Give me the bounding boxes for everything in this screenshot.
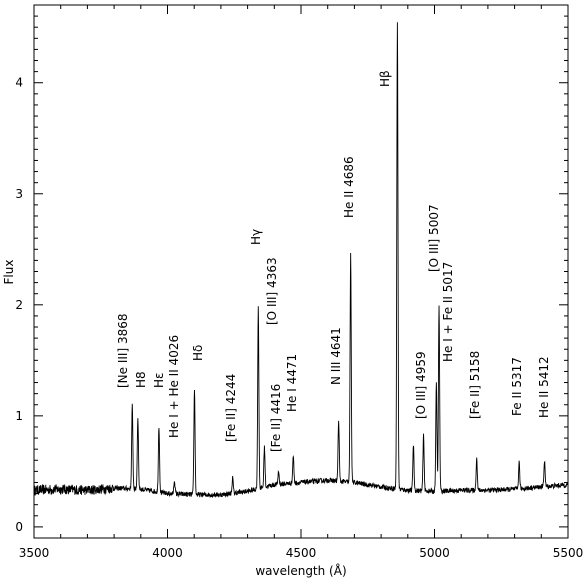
x-tick-label: 5000 xyxy=(419,546,450,560)
line-annotations: [Ne III] 3868 H8 Hε He I + He II 4026 Hδ [Fe … xyxy=(116,70,551,452)
line-label: He I + Fe II 5017 xyxy=(441,262,455,362)
line-label: He II 5412 xyxy=(537,356,551,418)
line-label: Hδ xyxy=(191,345,205,361)
plot-frame xyxy=(33,4,569,539)
x-tick-label: 4000 xyxy=(152,546,183,560)
line-label: H8 xyxy=(134,371,148,388)
y-tick-label: 2 xyxy=(15,298,23,312)
line-label: [O III] 4363 xyxy=(265,257,279,325)
line-label: Hε xyxy=(152,372,166,388)
y-axis-ticks: 0 1 2 3 4 xyxy=(15,15,568,539)
x-axis-ticks: 3500 4000 4500 5000 5500 xyxy=(19,5,584,560)
y-tick-label: 0 xyxy=(15,520,23,534)
line-label: [Fe II] 4244 xyxy=(224,374,238,442)
line-label: [Ne III] 3868 xyxy=(116,313,130,388)
line-label: [O III] 4959 xyxy=(414,351,428,419)
line-label: Hβ xyxy=(378,70,392,87)
y-tick-label: 4 xyxy=(15,76,23,90)
line-label: He II 4686 xyxy=(342,156,356,218)
x-tick-label: 3500 xyxy=(19,546,50,560)
spectrum-line xyxy=(33,22,569,499)
line-label: Fe II 5317 xyxy=(510,357,524,416)
x-tick-label: 5500 xyxy=(553,546,584,560)
line-label: [Fe II] 4416 xyxy=(269,384,283,452)
line-label: He I 4471 xyxy=(285,354,299,412)
line-label: Hγ xyxy=(249,229,263,245)
line-label: [Fe II] 5158 xyxy=(468,351,482,419)
y-axis-title: Flux xyxy=(2,260,16,285)
y-tick-label: 3 xyxy=(15,187,23,201)
x-tick-label: 4500 xyxy=(286,546,317,560)
line-label: [O III] 5007 xyxy=(427,204,441,272)
x-axis-title: wavelength (Å) xyxy=(255,563,346,578)
line-label: N III 4641 xyxy=(329,327,343,385)
line-label: He I + He II 4026 xyxy=(167,335,181,438)
y-tick-label: 1 xyxy=(15,409,23,423)
